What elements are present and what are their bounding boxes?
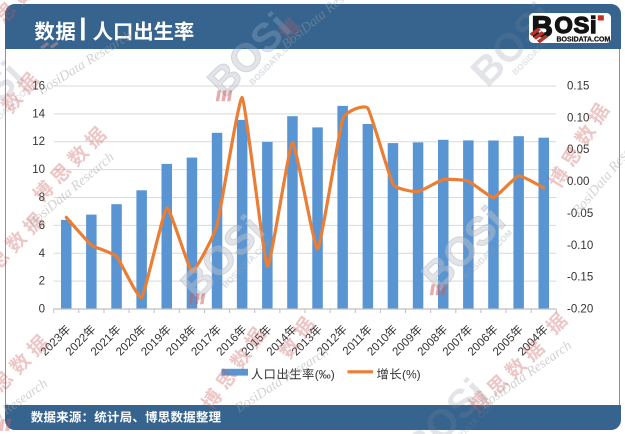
svg-text:2: 2 bbox=[39, 276, 45, 288]
svg-text:8: 8 bbox=[39, 192, 45, 204]
svg-text:14: 14 bbox=[32, 108, 45, 120]
svg-text:-0.10: -0.10 bbox=[567, 240, 593, 252]
svg-text:0.10: 0.10 bbox=[567, 112, 589, 124]
svg-text:-0.05: -0.05 bbox=[567, 208, 593, 220]
svg-text:0.00: 0.00 bbox=[567, 176, 589, 188]
svg-text:(%): (%) bbox=[402, 367, 421, 381]
svg-text:6: 6 bbox=[39, 220, 45, 232]
svg-text:12: 12 bbox=[32, 136, 45, 148]
svg-text:10: 10 bbox=[32, 164, 45, 176]
svg-text:(‰): (‰) bbox=[315, 367, 335, 381]
svg-text:16: 16 bbox=[32, 81, 45, 93]
svg-text:0.05: 0.05 bbox=[567, 144, 589, 156]
svg-text:BOSIDATA.COM: BOSIDATA.COM bbox=[557, 36, 611, 43]
svg-text:4: 4 bbox=[39, 248, 46, 260]
svg-text:OSi: OSi bbox=[555, 12, 598, 38]
svg-text:-0.20: -0.20 bbox=[567, 304, 593, 316]
svg-text:0.15: 0.15 bbox=[567, 81, 589, 93]
svg-text:0: 0 bbox=[39, 304, 45, 316]
svg-text:-0.15: -0.15 bbox=[567, 272, 593, 284]
